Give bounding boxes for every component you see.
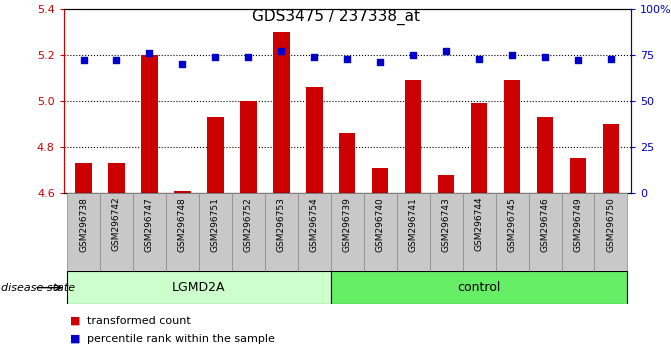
Bar [273, 32, 290, 193]
Bar [174, 191, 191, 193]
Bar [240, 101, 256, 193]
Text: GSM296750: GSM296750 [607, 197, 615, 252]
Bar [504, 80, 520, 193]
Point [539, 54, 550, 59]
Bar [496, 193, 529, 271]
Bar [364, 193, 397, 271]
Text: GSM296743: GSM296743 [442, 197, 451, 252]
Bar [67, 193, 100, 271]
Bar [166, 193, 199, 271]
Bar [265, 193, 298, 271]
Bar [462, 193, 496, 271]
Bar [570, 159, 586, 193]
Bar [471, 103, 487, 193]
Point [243, 54, 254, 59]
Point [111, 58, 122, 63]
Bar [207, 117, 223, 193]
Text: GSM296738: GSM296738 [79, 197, 88, 252]
Bar [133, 193, 166, 271]
Text: GSM296754: GSM296754 [310, 197, 319, 252]
Text: GSM296752: GSM296752 [244, 197, 253, 252]
Point [507, 52, 517, 58]
Bar [75, 163, 92, 193]
Text: percentile rank within the sample: percentile rank within the sample [87, 334, 275, 344]
Bar [199, 193, 232, 271]
Bar [529, 193, 562, 271]
Text: GSM296742: GSM296742 [112, 197, 121, 251]
Text: disease state: disease state [1, 282, 74, 293]
Bar [141, 55, 158, 193]
Text: transformed count: transformed count [87, 315, 191, 326]
Bar [331, 271, 627, 304]
Bar [67, 271, 331, 304]
Text: GSM296745: GSM296745 [507, 197, 517, 252]
Bar [331, 193, 364, 271]
Text: GSM296741: GSM296741 [409, 197, 417, 252]
Text: GSM296749: GSM296749 [574, 197, 582, 252]
Point [441, 48, 452, 54]
Point [78, 58, 89, 63]
Text: LGMD2A: LGMD2A [172, 281, 225, 294]
Bar [100, 193, 133, 271]
Bar [537, 117, 554, 193]
Point [572, 58, 583, 63]
Point [606, 56, 617, 61]
Bar [438, 175, 454, 193]
Point [210, 54, 221, 59]
Text: GSM296748: GSM296748 [178, 197, 187, 252]
Bar [562, 193, 595, 271]
Bar [397, 193, 429, 271]
Bar [405, 80, 421, 193]
Point [474, 56, 484, 61]
Text: GSM296751: GSM296751 [211, 197, 220, 252]
Bar [603, 124, 619, 193]
Text: GSM296746: GSM296746 [541, 197, 550, 252]
Text: GDS3475 / 237338_at: GDS3475 / 237338_at [252, 9, 419, 25]
Text: GSM296753: GSM296753 [277, 197, 286, 252]
Bar [306, 87, 323, 193]
Text: GSM296747: GSM296747 [145, 197, 154, 252]
Text: ■: ■ [70, 315, 81, 326]
Text: GSM296740: GSM296740 [376, 197, 384, 252]
Bar [372, 168, 389, 193]
Point [276, 48, 287, 54]
Bar [429, 193, 462, 271]
Bar [595, 193, 627, 271]
Text: control: control [458, 281, 501, 294]
Bar [339, 133, 356, 193]
Point [375, 59, 386, 65]
Bar [108, 163, 125, 193]
Point [144, 50, 155, 56]
Point [309, 54, 319, 59]
Text: GSM296739: GSM296739 [343, 197, 352, 252]
Point [342, 56, 353, 61]
Text: ■: ■ [70, 334, 81, 344]
Bar [298, 193, 331, 271]
Point [177, 61, 188, 67]
Text: GSM296744: GSM296744 [474, 197, 484, 251]
Bar [232, 193, 265, 271]
Point [408, 52, 419, 58]
